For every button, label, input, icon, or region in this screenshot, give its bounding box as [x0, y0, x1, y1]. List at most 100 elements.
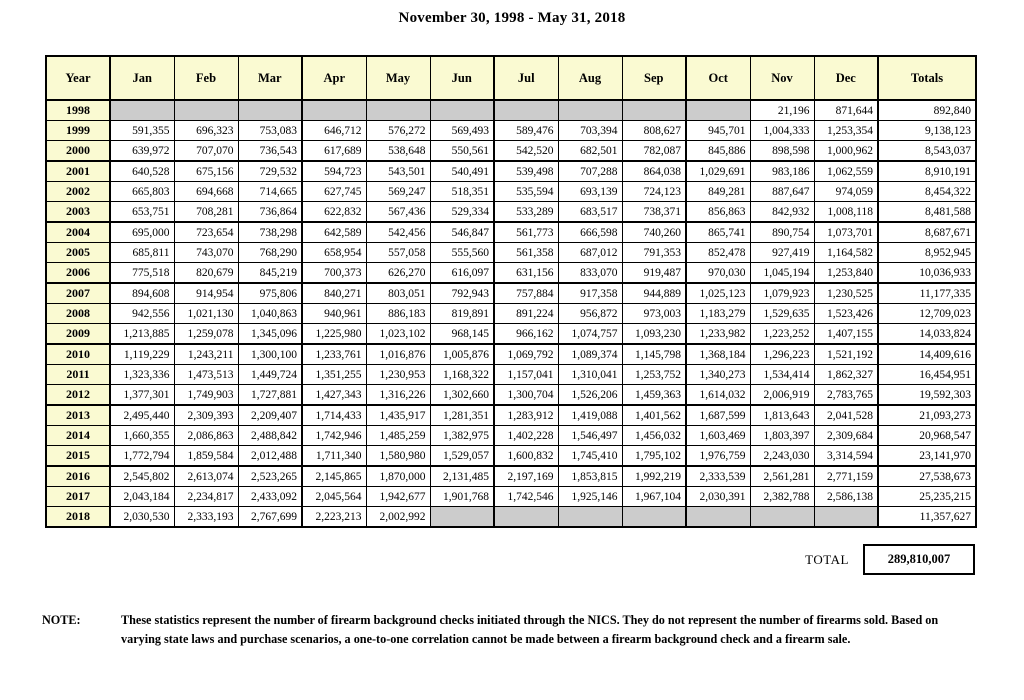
month-value-cell: 1,073,701 — [813, 221, 879, 243]
year-total-cell: 14,409,616 — [877, 343, 977, 365]
month-value-cell: 2,767,699 — [237, 506, 303, 528]
year-total-cell: 23,141,970 — [877, 445, 977, 467]
table-row-1998: 1998 21,196 871,644 892,840 — [45, 99, 977, 121]
month-value-cell: 1,529,635 — [749, 303, 815, 324]
month-value-cell: 833,070 — [557, 262, 623, 284]
month-value-cell: 1,382,975 — [429, 425, 495, 446]
month-value-cell: 1,168,322 — [429, 364, 495, 385]
month-value-cell: 2,495,440 — [109, 404, 175, 426]
month-value-cell: 1,062,559 — [813, 160, 879, 182]
month-value-cell: 703,394 — [557, 120, 623, 141]
month-value-cell — [365, 99, 431, 121]
month-value-cell — [621, 99, 687, 121]
month-value-cell — [109, 99, 175, 121]
month-value-cell: 1,660,355 — [109, 425, 175, 446]
month-value-cell: 1,296,223 — [749, 343, 815, 365]
month-value-cell — [429, 506, 495, 528]
month-value-cell: 1,901,768 — [429, 486, 495, 507]
year-cell: 2008 — [45, 303, 111, 324]
year-cell: 2000 — [45, 140, 111, 162]
month-value-cell: 842,932 — [749, 201, 815, 223]
month-value-cell: 1,340,273 — [685, 364, 751, 385]
month-value-cell: 1,016,876 — [365, 343, 431, 365]
month-value-cell — [429, 99, 495, 121]
month-value-cell: 1,546,497 — [557, 425, 623, 446]
month-value-cell: 542,456 — [365, 221, 431, 243]
month-value-cell: 2,234,817 — [173, 486, 239, 507]
year-cell: 2017 — [45, 486, 111, 507]
month-value-cell — [557, 506, 623, 528]
month-value-cell: 1,925,146 — [557, 486, 623, 507]
month-value-cell: 1,526,206 — [557, 384, 623, 406]
month-value-cell: 708,281 — [173, 201, 239, 223]
column-header-nov: Nov — [749, 55, 815, 101]
table-row-2010: 2010 1,119,229 1,243,211 1,300,100 1,233,761… — [45, 343, 977, 365]
year-total-cell: 27,538,673 — [877, 465, 977, 487]
column-header-sep: Sep — [621, 55, 687, 101]
month-value-cell: 683,517 — [557, 201, 623, 223]
note-label: NOTE: — [42, 613, 81, 627]
month-value-cell: 1,233,982 — [685, 323, 751, 345]
column-header-apr: Apr — [301, 55, 367, 101]
month-value-cell: 518,351 — [429, 181, 495, 202]
month-value-cell — [685, 99, 751, 121]
month-value-cell: 1,345,096 — [237, 323, 303, 345]
month-value-cell — [301, 99, 367, 121]
month-value-cell: 1,529,057 — [429, 445, 495, 467]
month-value-cell: 1,316,226 — [365, 384, 431, 406]
month-value-cell: 2,309,684 — [813, 425, 879, 446]
month-value-cell: 658,954 — [301, 242, 367, 263]
month-value-cell: 714,665 — [237, 181, 303, 202]
month-value-cell: 2,131,485 — [429, 465, 495, 487]
month-value-cell: 646,712 — [301, 120, 367, 141]
month-value-cell: 1,233,761 — [301, 343, 367, 365]
month-value-cell: 2,523,265 — [237, 465, 303, 487]
month-value-cell: 2,613,074 — [173, 465, 239, 487]
year-cell: 2006 — [45, 262, 111, 284]
month-value-cell: 975,806 — [237, 282, 303, 304]
table-row-2004: 2004 695,000 723,654 738,298 642,589 542,456 5… — [45, 221, 977, 243]
month-value-cell: 707,288 — [557, 160, 623, 182]
table-row-2003: 2003 653,751 708,281 736,864 622,832 567,436 5… — [45, 201, 977, 223]
month-value-cell: 782,087 — [621, 140, 687, 162]
month-value-cell: 808,627 — [621, 120, 687, 141]
month-value-cell: 970,030 — [685, 262, 751, 284]
month-value-cell: 555,560 — [429, 242, 495, 263]
month-value-cell: 1,079,923 — [749, 282, 815, 304]
month-value-cell: 890,754 — [749, 221, 815, 243]
month-value-cell: 1,711,340 — [301, 445, 367, 467]
month-value-cell: 2,545,802 — [109, 465, 175, 487]
month-value-cell: 2,586,138 — [813, 486, 879, 507]
month-value-cell: 640,528 — [109, 160, 175, 182]
month-value-cell — [813, 506, 879, 528]
table-row-2000: 2000 639,972 707,070 736,543 617,689 538,648 5… — [45, 140, 977, 162]
table-header-row: Year Jan Feb Mar Apr May Jun Jul Aug Sep Oct Nov Dec… — [45, 55, 977, 101]
month-value-cell: 1,942,677 — [365, 486, 431, 507]
month-value-cell: 944,889 — [621, 282, 687, 304]
month-value-cell: 1,029,691 — [685, 160, 751, 182]
year-total-cell: 892,840 — [877, 99, 977, 121]
grand-total-label: TOTAL — [805, 551, 849, 567]
month-value-cell: 729,532 — [237, 160, 303, 182]
year-cell: 2012 — [45, 384, 111, 406]
month-value-cell: 1,008,118 — [813, 201, 879, 223]
month-value-cell: 1,000,962 — [813, 140, 879, 162]
column-header-jan: Jan — [109, 55, 175, 101]
month-value-cell: 1,253,354 — [813, 120, 879, 141]
month-value-cell: 675,156 — [173, 160, 239, 182]
month-value-cell: 768,290 — [237, 242, 303, 263]
month-value-cell: 940,961 — [301, 303, 367, 324]
month-value-cell: 1,302,660 — [429, 384, 495, 406]
month-value-cell: 546,847 — [429, 221, 495, 243]
month-value-cell: 1,473,513 — [173, 364, 239, 385]
year-cell: 2016 — [45, 465, 111, 487]
month-value-cell: 2,223,213 — [301, 506, 367, 528]
month-value-cell: 736,543 — [237, 140, 303, 162]
month-value-cell: 983,186 — [749, 160, 815, 182]
month-value-cell: 803,051 — [365, 282, 431, 304]
month-value-cell: 1,402,228 — [493, 425, 559, 446]
month-value-cell: 1,862,327 — [813, 364, 879, 385]
year-total-cell: 21,093,273 — [877, 404, 977, 426]
month-value-cell: 535,594 — [493, 181, 559, 202]
month-value-cell: 627,745 — [301, 181, 367, 202]
